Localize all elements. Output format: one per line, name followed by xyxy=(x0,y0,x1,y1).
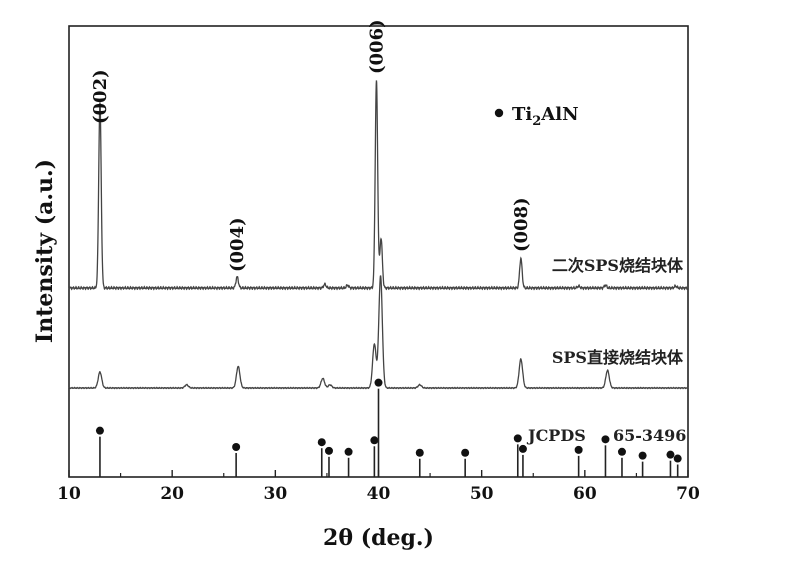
reference-dot xyxy=(574,445,583,454)
reference-dot xyxy=(518,444,527,453)
peak-labels: (002) (004) (006) (008) xyxy=(90,19,532,272)
x-tick-label: 50 xyxy=(470,484,494,504)
trace-label-secondary-sps: 二次SPS烧结块体 xyxy=(552,256,684,275)
x-axis-tick-labels: 10 20 30 40 50 60 70 xyxy=(57,484,700,504)
reference-dot xyxy=(513,434,522,443)
reference-dot xyxy=(344,447,353,456)
reference-dot xyxy=(617,447,626,456)
reference-dot xyxy=(232,443,241,451)
x-tick-label: 40 xyxy=(367,484,391,504)
reference-label-card-number: 65-3496 xyxy=(613,426,686,445)
reference-dot xyxy=(95,426,104,435)
x-tick-label: 20 xyxy=(160,484,184,504)
x-axis-ticks xyxy=(68,470,689,477)
x-tick-label: 30 xyxy=(263,484,287,504)
trace-line-1 xyxy=(68,80,689,291)
legend-marker-icon xyxy=(494,108,504,118)
reference-dot xyxy=(673,454,682,463)
x-axis-title: 2θ (deg.) xyxy=(323,525,434,551)
trace-labels: 二次SPS烧结块体 SPS直接烧结块体 JCPDS 65-3496 xyxy=(526,256,686,445)
reference-dot xyxy=(324,446,333,455)
legend-label: Ti2AlN xyxy=(512,104,579,129)
x-tick-label: 60 xyxy=(573,484,597,504)
trace-line-2 xyxy=(68,275,689,390)
peak-label: (006) xyxy=(366,19,387,74)
reference-dot xyxy=(666,450,675,459)
peak-label: (002) xyxy=(90,69,111,124)
reference-dot xyxy=(374,378,383,387)
peak-label: (008) xyxy=(511,197,532,252)
reference-dot xyxy=(461,448,470,457)
reference-pattern xyxy=(95,378,682,477)
legend: Ti2AlN xyxy=(494,104,579,129)
x-tick-label: 10 xyxy=(57,484,81,504)
y-axis-title: Intensity (a.u.) xyxy=(32,159,58,343)
reference-dot xyxy=(317,438,326,447)
peak-label: (004) xyxy=(227,217,248,272)
x-tick-label: 70 xyxy=(676,484,700,504)
trace-label-direct-sps: SPS直接烧结块体 xyxy=(552,348,684,367)
xrd-traces xyxy=(68,80,689,390)
reference-dot xyxy=(415,448,424,457)
reference-dot xyxy=(370,436,379,445)
reference-dot xyxy=(638,451,647,460)
reference-dot xyxy=(601,435,610,444)
reference-label-jcpds: JCPDS xyxy=(526,426,586,445)
